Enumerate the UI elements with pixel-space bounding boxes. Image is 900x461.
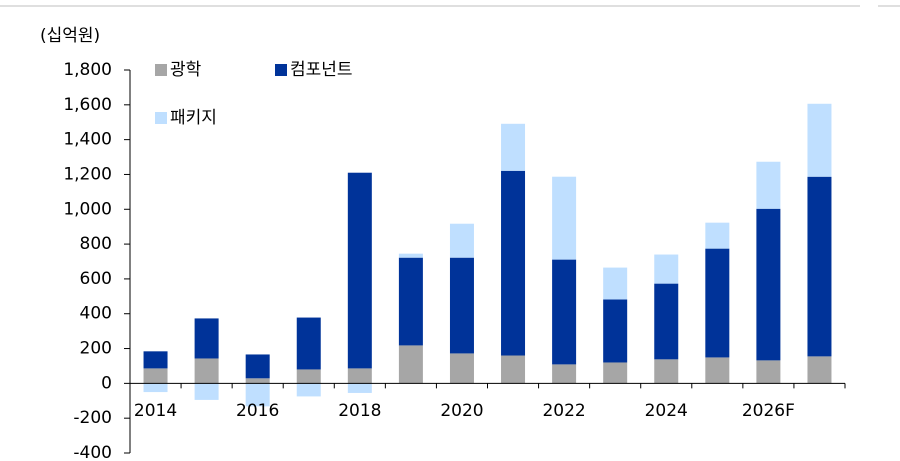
bar-segment <box>756 208 781 361</box>
bar-segment <box>398 345 423 384</box>
bar-segment <box>398 253 423 258</box>
bar-segment <box>296 317 321 370</box>
bar-segment <box>347 383 372 393</box>
bar-segment <box>449 353 474 384</box>
bar-segment <box>705 222 730 249</box>
legend-label: 광학 <box>170 60 202 80</box>
bar-segment <box>296 369 321 384</box>
y-tick-label: 600 <box>80 269 112 289</box>
bar-segment <box>603 267 628 300</box>
y-tick-label: 1,000 <box>63 199 112 219</box>
bar-segment <box>807 103 832 177</box>
legend-label: 컴포넌트 <box>290 60 353 80</box>
legend-label: 패키지 <box>170 108 217 128</box>
unit-label: (십억원) <box>40 26 100 46</box>
y-tick-label: 0 <box>101 373 112 393</box>
bar-segment <box>449 257 474 354</box>
bar-segment <box>501 170 526 356</box>
x-tick-label: 2016 <box>236 401 279 421</box>
x-tick-label: 2022 <box>542 401 585 421</box>
x-tick-label: 2018 <box>338 401 381 421</box>
bar-segment <box>245 383 270 407</box>
bar-segment <box>807 176 832 357</box>
bar-segment <box>552 259 577 365</box>
bar-segment <box>552 364 577 384</box>
bar-segment <box>194 318 219 359</box>
bar-segment <box>245 378 270 384</box>
bar-segment <box>143 383 168 393</box>
bar-segment <box>756 360 781 384</box>
bar-segment <box>705 357 730 384</box>
bar-segment <box>347 368 372 384</box>
bar-segment <box>245 354 270 379</box>
bar-segment <box>603 299 628 363</box>
bar-segment <box>347 172 372 369</box>
y-tick-label: 1,800 <box>63 60 112 80</box>
y-tick-label: 400 <box>80 304 112 324</box>
bar-segment <box>654 359 679 384</box>
x-tick-label: 2026F <box>742 401 795 421</box>
bar-segment <box>501 355 526 384</box>
bar-segment <box>398 257 423 346</box>
bar-segment <box>143 368 168 384</box>
y-tick-label: 1,200 <box>63 164 112 184</box>
legend-swatch <box>275 64 287 76</box>
x-tick-label: 2014 <box>134 401 177 421</box>
bar-segment <box>654 283 679 360</box>
bar-segment <box>654 254 679 284</box>
y-tick-label: 1,600 <box>63 95 112 115</box>
bar-segment <box>603 362 628 384</box>
y-tick-label: -400 <box>73 443 112 461</box>
y-tick-label: 800 <box>80 234 112 254</box>
x-tick-label: 2024 <box>645 401 688 421</box>
bar-segment <box>552 176 577 260</box>
bar-segment <box>705 248 730 358</box>
bar-segment <box>501 123 526 171</box>
bar-segment <box>449 223 474 258</box>
bar-segment <box>756 161 781 209</box>
legend-swatch <box>155 64 167 76</box>
bar-segment <box>807 356 832 384</box>
x-tick-label: 2020 <box>440 401 483 421</box>
bar-segment <box>194 383 219 400</box>
bar-segment <box>143 351 168 369</box>
legend-swatch <box>155 112 167 124</box>
bar-segment <box>194 358 219 384</box>
y-tick-label: -200 <box>73 408 112 428</box>
y-tick-label: 200 <box>80 339 112 359</box>
y-tick-label: 1,400 <box>63 130 112 150</box>
bar-segment <box>296 383 321 397</box>
